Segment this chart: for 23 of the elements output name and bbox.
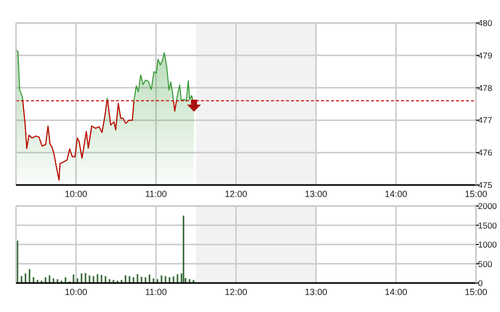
x-tick-label: 11:00 xyxy=(145,287,167,297)
y-tick-label: 478 xyxy=(478,82,492,93)
y-tick-label: 477 xyxy=(478,115,492,126)
x-tick-label: 10:00 xyxy=(64,189,88,199)
y-tick-label: 480 xyxy=(478,18,492,28)
y-tick-label: 500 xyxy=(478,258,492,269)
x-tick-label: 14:00 xyxy=(384,189,408,199)
x-tick-label: 13:00 xyxy=(304,189,328,199)
y-tick-label: 479 xyxy=(478,50,492,60)
y-tick-label: 475 xyxy=(478,180,492,190)
y-tick-label: 1000 xyxy=(478,240,498,250)
y-tick-label: 2000 xyxy=(478,201,498,211)
x-tick-label: 13:00 xyxy=(304,287,328,297)
y-tick-label: 0 xyxy=(478,278,483,288)
x-tick-label: 10:00 xyxy=(64,287,88,297)
x-tick-label: 11:00 xyxy=(145,189,167,199)
x-tick-label: 15:00 xyxy=(464,189,488,199)
x-tick-label: 12:00 xyxy=(224,287,248,297)
y-tick-label: 1500 xyxy=(478,220,498,230)
x-tick-label: 14:00 xyxy=(384,287,408,297)
x-tick-label: 15:00 xyxy=(464,287,488,297)
x-tick-label: 12:00 xyxy=(224,189,248,199)
y-tick-label: 476 xyxy=(478,148,492,158)
